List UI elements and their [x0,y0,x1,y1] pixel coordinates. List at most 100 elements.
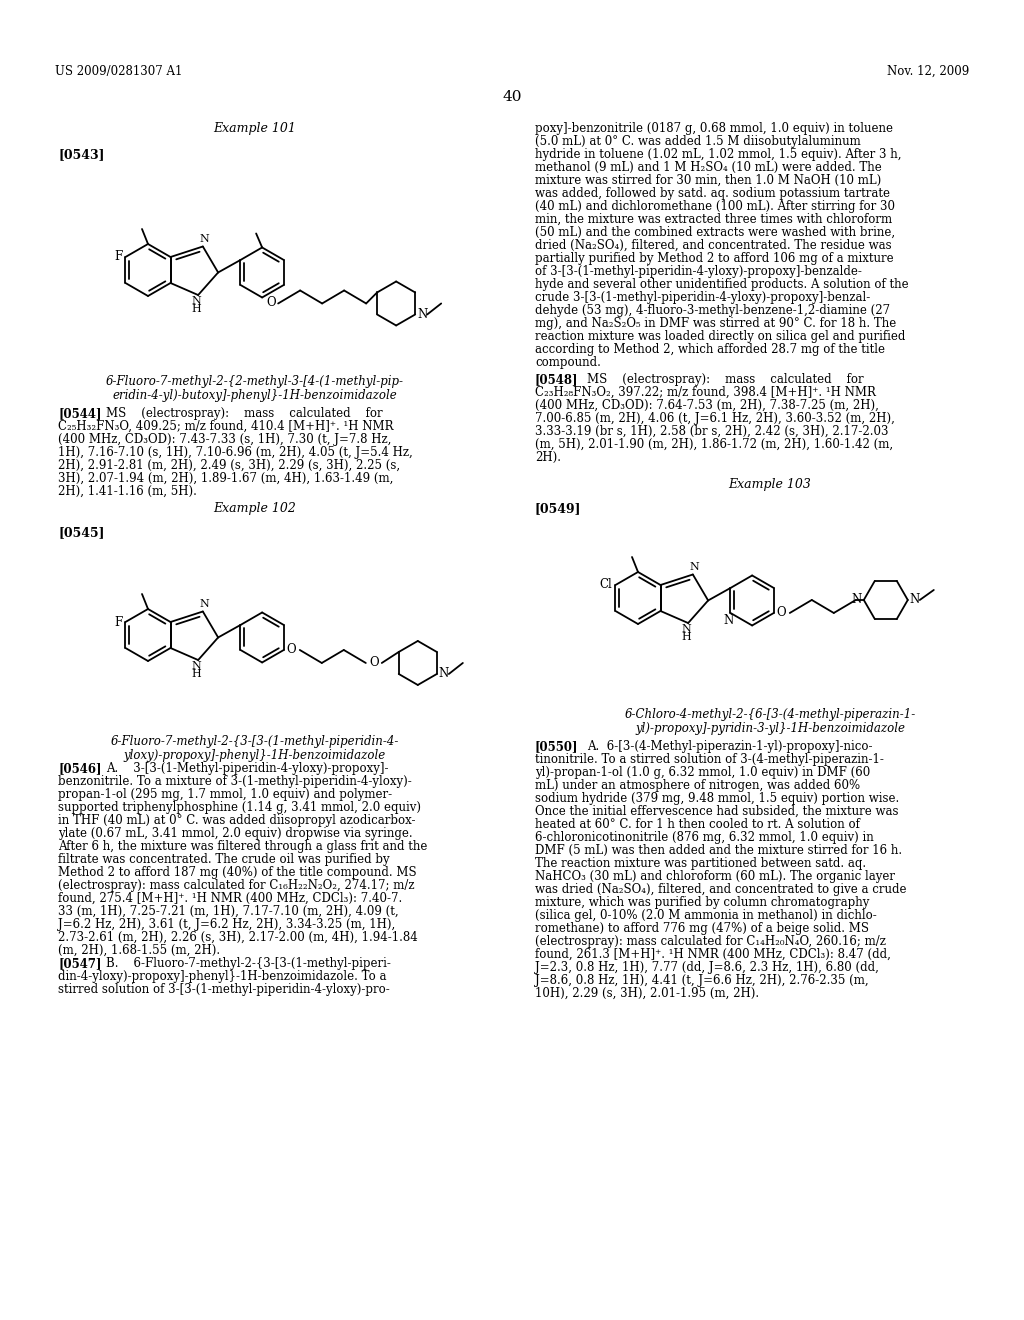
Text: (400 MHz, CD₃OD): 7.43-7.33 (s, 1H), 7.30 (t, J=7.8 Hz,: (400 MHz, CD₃OD): 7.43-7.33 (s, 1H), 7.3… [58,433,391,446]
Text: A.  6-[3-(4-Methyl-piperazin-1-yl)-propoxy]-nico-: A. 6-[3-(4-Methyl-piperazin-1-yl)-propox… [587,741,872,752]
Text: dried (Na₂SO₄), filtered, and concentrated. The residue was: dried (Na₂SO₄), filtered, and concentrat… [535,239,892,252]
Text: (electrospray): mass calculated for C₁₄H₂₀N₄O, 260.16; m/z: (electrospray): mass calculated for C₁₄H… [535,935,886,948]
Text: H: H [191,304,201,314]
Text: [0547]: [0547] [58,957,101,970]
Text: in THF (40 mL) at 0° C. was added diisopropyl azodicarbox-: in THF (40 mL) at 0° C. was added diisop… [58,814,416,828]
Text: N: N [191,296,201,306]
Text: eridin-4-yl)-butoxy]-phenyl}-1H-benzoimidazole: eridin-4-yl)-butoxy]-phenyl}-1H-benzoimi… [113,389,397,403]
Text: Method 2 to afford 187 mg (40%) of the title compound. MS: Method 2 to afford 187 mg (40%) of the t… [58,866,417,879]
Text: was added, followed by satd. aq. sodium potassium tartrate: was added, followed by satd. aq. sodium … [535,187,890,201]
Text: N: N [909,594,920,606]
Text: N: N [417,308,427,321]
Text: (5.0 mL) at 0° C. was added 1.5 M diisobutylaluminum: (5.0 mL) at 0° C. was added 1.5 M diisob… [535,135,861,148]
Text: F: F [115,615,123,628]
Text: 6-Fluoro-7-methyl-2-{2-methyl-3-[4-(1-methyl-pip-: 6-Fluoro-7-methyl-2-{2-methyl-3-[4-(1-me… [106,375,404,388]
Text: min, the mixture was extracted three times with chloroform: min, the mixture was extracted three tim… [535,213,892,226]
Text: (m, 5H), 2.01-1.90 (m, 2H), 1.86-1.72 (m, 2H), 1.60-1.42 (m,: (m, 5H), 2.01-1.90 (m, 2H), 1.86-1.72 (m… [535,438,893,451]
Text: din-4-yloxy)-propoxy]-phenyl}-1H-benzoimidazole. To a: din-4-yloxy)-propoxy]-phenyl}-1H-benzoim… [58,970,386,983]
Text: Example 102: Example 102 [214,502,296,515]
Text: found, 275.4 [M+H]⁺. ¹H NMR (400 MHz, CDCl₃): 7.40-7.: found, 275.4 [M+H]⁺. ¹H NMR (400 MHz, CD… [58,892,402,906]
Text: NaHCO₃ (30 mL) and chloroform (60 mL). The organic layer: NaHCO₃ (30 mL) and chloroform (60 mL). T… [535,870,895,883]
Text: Nov. 12, 2009: Nov. 12, 2009 [887,65,969,78]
Text: hydride in toluene (1.02 mL, 1.02 mmol, 1.5 equiv). After 3 h,: hydride in toluene (1.02 mL, 1.02 mmol, … [535,148,901,161]
Text: O: O [287,643,296,656]
Text: MS    (electrospray):    mass    calculated    for: MS (electrospray): mass calculated for [587,374,863,385]
Text: 6-chloronicotinonitrile (876 mg, 6.32 mmol, 1.0 equiv) in: 6-chloronicotinonitrile (876 mg, 6.32 mm… [535,832,873,843]
Text: [0548]: [0548] [535,374,579,385]
Text: N: N [689,562,698,573]
Text: After 6 h, the mixture was filtered through a glass frit and the: After 6 h, the mixture was filtered thro… [58,840,427,853]
Text: of 3-[3-(1-methyl-piperidin-4-yloxy)-propoxy]-benzalde-: of 3-[3-(1-methyl-piperidin-4-yloxy)-pro… [535,265,862,279]
Text: filtrate was concentrated. The crude oil was purified by: filtrate was concentrated. The crude oil… [58,853,389,866]
Text: found, 261.3 [M+H]⁺. ¹H NMR (400 MHz, CDCl₃): 8.47 (dd,: found, 261.3 [M+H]⁺. ¹H NMR (400 MHz, CD… [535,948,891,961]
Text: H: H [191,669,201,678]
Text: 1H), 7.16-7.10 (s, 1H), 7.10-6.96 (m, 2H), 4.05 (t, J=5.4 Hz,: 1H), 7.16-7.10 (s, 1H), 7.10-6.96 (m, 2H… [58,446,413,459]
Text: romethane) to afford 776 mg (47%) of a beige solid. MS: romethane) to afford 776 mg (47%) of a b… [535,921,869,935]
Text: poxy]-benzonitrile (0187 g, 0.68 mmol, 1.0 equiv) in toluene: poxy]-benzonitrile (0187 g, 0.68 mmol, 1… [535,121,893,135]
Text: 2.73-2.61 (m, 2H), 2.26 (s, 3H), 2.17-2.00 (m, 4H), 1.94-1.84: 2.73-2.61 (m, 2H), 2.26 (s, 3H), 2.17-2.… [58,931,418,944]
Text: hyde and several other unidentified products. A solution of the: hyde and several other unidentified prod… [535,279,908,290]
Text: heated at 60° C. for 1 h then cooled to rt. A solution of: heated at 60° C. for 1 h then cooled to … [535,818,860,832]
Text: [0550]: [0550] [535,741,579,752]
Text: mg), and Na₂S₂O₅ in DMF was stirred at 90° C. for 18 h. The: mg), and Na₂S₂O₅ in DMF was stirred at 9… [535,317,896,330]
Text: 2H), 2.91-2.81 (m, 2H), 2.49 (s, 3H), 2.29 (s, 3H), 2.25 (s,: 2H), 2.91-2.81 (m, 2H), 2.49 (s, 3H), 2.… [58,459,400,473]
Text: N: N [723,614,733,627]
Text: O: O [370,656,380,669]
Text: stirred solution of 3-[3-(1-methyl-piperidin-4-yloxy)-pro-: stirred solution of 3-[3-(1-methyl-piper… [58,983,390,997]
Text: N: N [199,235,209,244]
Text: N: N [191,661,201,671]
Text: (400 MHz, CD₃OD): 7.64-7.53 (m, 2H), 7.38-7.25 (m, 2H),: (400 MHz, CD₃OD): 7.64-7.53 (m, 2H), 7.3… [535,399,879,412]
Text: B.    6-Fluoro-7-methyl-2-{3-[3-(1-methyl-piperi-: B. 6-Fluoro-7-methyl-2-{3-[3-(1-methyl-p… [106,957,391,970]
Text: Example 101: Example 101 [214,121,296,135]
Text: ylate (0.67 mL, 3.41 mmol, 2.0 equiv) dropwise via syringe.: ylate (0.67 mL, 3.41 mmol, 2.0 equiv) dr… [58,828,413,840]
Text: 2H).: 2H). [535,451,561,465]
Text: [0543]: [0543] [58,148,104,161]
Text: sodium hydride (379 mg, 9.48 mmol, 1.5 equiv) portion wise.: sodium hydride (379 mg, 9.48 mmol, 1.5 e… [535,792,899,805]
Text: H: H [681,632,691,642]
Text: methanol (9 mL) and 1 M H₂SO₄ (10 mL) were added. The: methanol (9 mL) and 1 M H₂SO₄ (10 mL) we… [535,161,882,174]
Text: yl)-propan-1-ol (1.0 g, 6.32 mmol, 1.0 equiv) in DMF (60: yl)-propan-1-ol (1.0 g, 6.32 mmol, 1.0 e… [535,766,870,779]
Text: benzonitrile. To a mixture of 3-(1-methyl-piperidin-4-yloxy)-: benzonitrile. To a mixture of 3-(1-methy… [58,775,412,788]
Text: reaction mixture was loaded directly on silica gel and purified: reaction mixture was loaded directly on … [535,330,905,343]
Text: 3H), 2.07-1.94 (m, 2H), 1.89-1.67 (m, 4H), 1.63-1.49 (m,: 3H), 2.07-1.94 (m, 2H), 1.89-1.67 (m, 4H… [58,473,393,484]
Text: Example 103: Example 103 [728,478,811,491]
Text: according to Method 2, which afforded 28.7 mg of the title: according to Method 2, which afforded 28… [535,343,885,356]
Text: F: F [115,251,123,264]
Text: supported triphenylphosphine (1.14 g, 3.41 mmol, 2.0 equiv): supported triphenylphosphine (1.14 g, 3.… [58,801,421,814]
Text: DMF (5 mL) was then added and the mixture stirred for 16 h.: DMF (5 mL) was then added and the mixtur… [535,843,902,857]
Text: O: O [266,296,275,309]
Text: N: N [439,668,450,681]
Text: 6-Chloro-4-methyl-2-{6-[3-(4-methyl-piperazin-1-: 6-Chloro-4-methyl-2-{6-[3-(4-methyl-pipe… [625,708,915,721]
Text: (silica gel, 0-10% (2.0 M ammonia in methanol) in dichlo-: (silica gel, 0-10% (2.0 M ammonia in met… [535,909,877,921]
Text: 10H), 2.29 (s, 3H), 2.01-1.95 (m, 2H).: 10H), 2.29 (s, 3H), 2.01-1.95 (m, 2H). [535,987,759,1001]
Text: MS    (electrospray):    mass    calculated    for: MS (electrospray): mass calculated for [106,407,383,420]
Text: yloxy)-propoxy]-phenyl}-1H-benzoimidazole: yloxy)-propoxy]-phenyl}-1H-benzoimidazol… [124,748,386,762]
Text: (m, 2H), 1.68-1.55 (m, 2H).: (m, 2H), 1.68-1.55 (m, 2H). [58,944,220,957]
Text: (electrospray): mass calculated for C₁₆H₂₂N₂O₂, 274.17; m/z: (electrospray): mass calculated for C₁₆H… [58,879,415,892]
Text: The reaction mixture was partitioned between satd. aq.: The reaction mixture was partitioned bet… [535,857,866,870]
Text: 3.33-3.19 (br s, 1H), 2.58 (br s, 2H), 2.42 (s, 3H), 2.17-2.03: 3.33-3.19 (br s, 1H), 2.58 (br s, 2H), 2… [535,425,889,438]
Text: compound.: compound. [535,356,601,370]
Text: 33 (m, 1H), 7.25-7.21 (m, 1H), 7.17-7.10 (m, 2H), 4.09 (t,: 33 (m, 1H), 7.25-7.21 (m, 1H), 7.17-7.10… [58,906,398,917]
Text: C₂₅H₃₂FN₃O, 409.25; m/z found, 410.4 [M+H]⁺. ¹H NMR: C₂₅H₃₂FN₃O, 409.25; m/z found, 410.4 [M+… [58,420,393,433]
Text: partially purified by Method 2 to afford 106 mg of a mixture: partially purified by Method 2 to afford… [535,252,894,265]
Text: tinonitrile. To a stirred solution of 3-(4-methyl-piperazin-1-: tinonitrile. To a stirred solution of 3-… [535,752,884,766]
Text: 40: 40 [502,90,522,104]
Text: yl)-propoxy]-pyridin-3-yl}-1H-benzoimidazole: yl)-propoxy]-pyridin-3-yl}-1H-benzoimida… [635,722,905,735]
Text: J=8.6, 0.8 Hz, 1H), 4.41 (t, J=6.6 Hz, 2H), 2.76-2.35 (m,: J=8.6, 0.8 Hz, 1H), 4.41 (t, J=6.6 Hz, 2… [535,974,868,987]
Text: [0544]: [0544] [58,407,101,420]
Text: dehyde (53 mg), 4-fluoro-3-methyl-benzene-1,2-diamine (27: dehyde (53 mg), 4-fluoro-3-methyl-benzen… [535,304,890,317]
Text: Cl: Cl [600,578,612,591]
Text: 7.00-6.85 (m, 2H), 4.06 (t, J=6.1 Hz, 2H), 3.60-3.52 (m, 2H),: 7.00-6.85 (m, 2H), 4.06 (t, J=6.1 Hz, 2H… [535,412,895,425]
Text: 6-Fluoro-7-methyl-2-{3-[3-(1-methyl-piperidin-4-: 6-Fluoro-7-methyl-2-{3-[3-(1-methyl-pipe… [111,735,399,748]
Text: Once the initial effervescence had subsided, the mixture was: Once the initial effervescence had subsi… [535,805,898,818]
Text: [0546]: [0546] [58,762,101,775]
Text: J=2.3, 0.8 Hz, 1H), 7.77 (dd, J=8.6, 2.3 Hz, 1H), 6.80 (dd,: J=2.3, 0.8 Hz, 1H), 7.77 (dd, J=8.6, 2.3… [535,961,879,974]
Text: propan-1-ol (295 mg, 1.7 mmol, 1.0 equiv) and polymer-: propan-1-ol (295 mg, 1.7 mmol, 1.0 equiv… [58,788,392,801]
Text: N: N [852,594,862,606]
Text: N: N [681,624,691,634]
Text: 2H), 1.41-1.16 (m, 5H).: 2H), 1.41-1.16 (m, 5H). [58,484,197,498]
Text: mixture was stirred for 30 min, then 1.0 M NaOH (10 mL): mixture was stirred for 30 min, then 1.0… [535,174,882,187]
Text: mL) under an atmosphere of nitrogen, was added 60%: mL) under an atmosphere of nitrogen, was… [535,779,860,792]
Text: A.    3-[3-(1-Methyl-piperidin-4-yloxy)-propoxy]-: A. 3-[3-(1-Methyl-piperidin-4-yloxy)-pro… [106,762,388,775]
